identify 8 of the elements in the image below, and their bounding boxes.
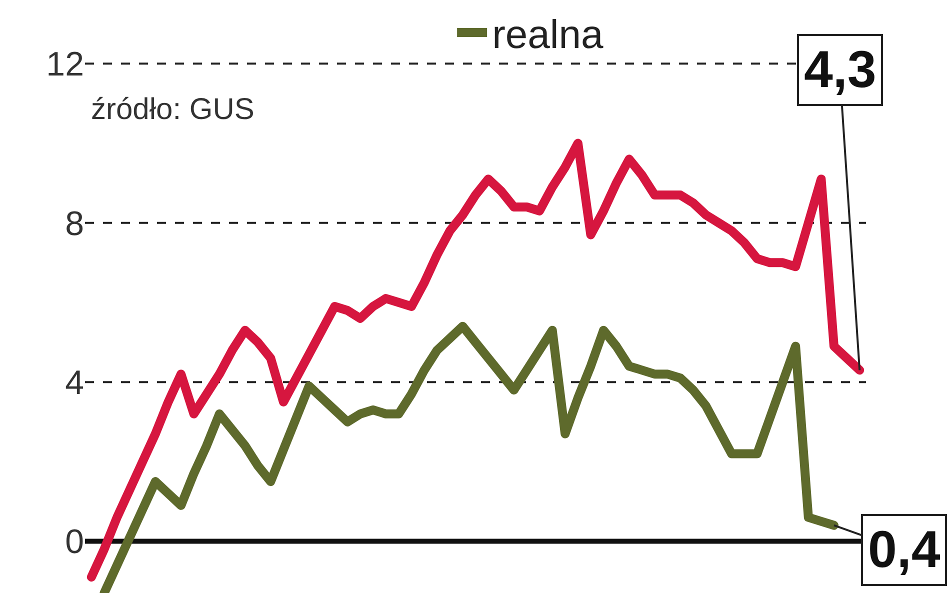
annotation: źródło: GUS [91, 93, 254, 126]
y-tick-label: 8 [65, 204, 84, 243]
y-tick-label: 12 [46, 46, 84, 84]
legend-label: realna [492, 13, 604, 58]
y-tick-label: 0 [65, 523, 84, 562]
data-label: 4,3 [804, 41, 876, 99]
y-tick-label: 4 [65, 364, 84, 402]
data-label: 0,4 [868, 521, 940, 579]
